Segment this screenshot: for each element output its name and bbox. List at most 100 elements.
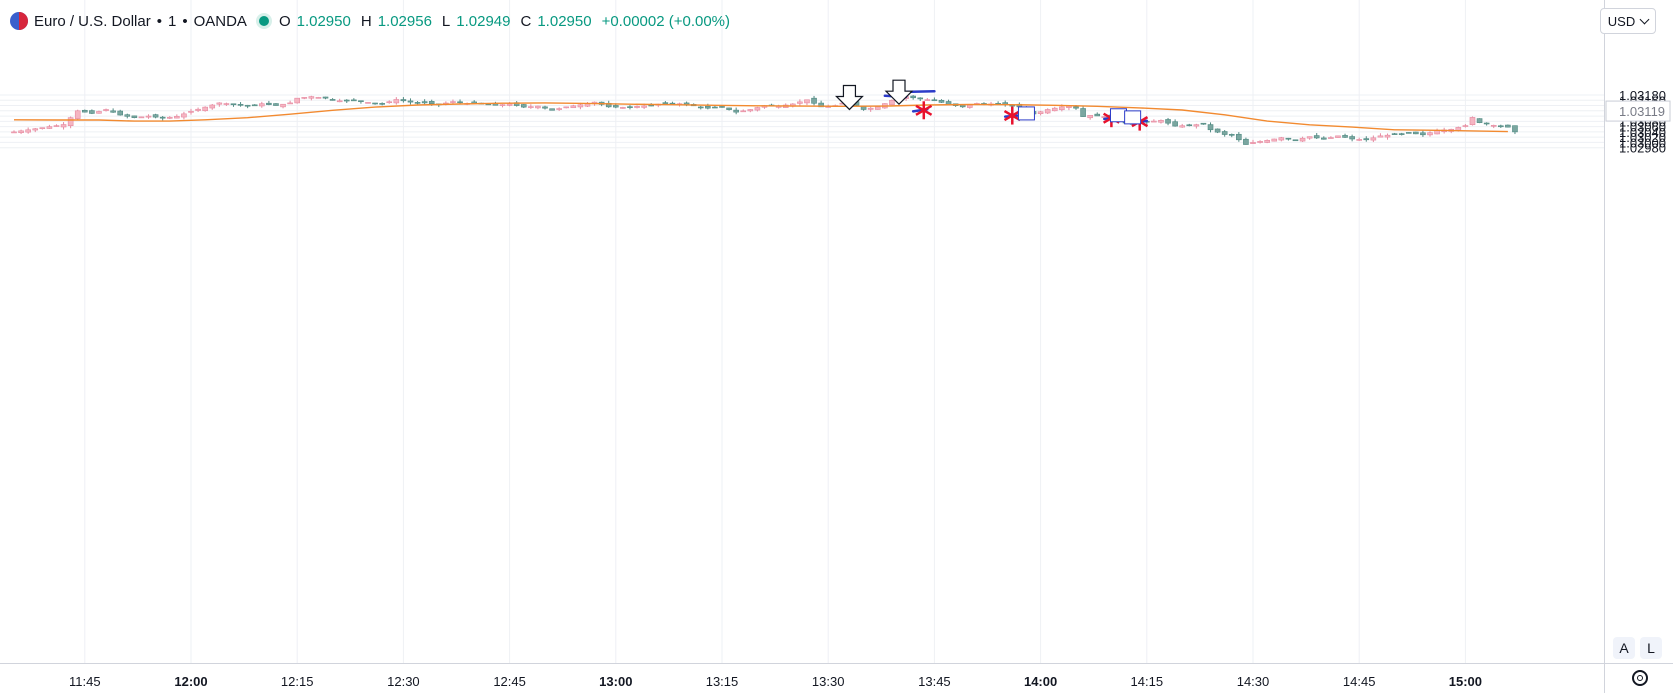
open-label: O — [278, 12, 291, 30]
candle-body — [329, 99, 336, 101]
x-tick-label: 15:00 — [1449, 674, 1482, 689]
candle-body — [804, 99, 810, 104]
candle-body — [407, 100, 414, 103]
candle-body — [1051, 107, 1058, 112]
candle-body — [917, 97, 924, 100]
candle-body — [910, 95, 916, 99]
x-tick-label: 12:30 — [387, 674, 420, 689]
x-tick-label: 12:15 — [281, 674, 314, 689]
candle-body — [82, 109, 88, 113]
candle-body — [1363, 138, 1370, 141]
candle-body — [1101, 116, 1108, 118]
candle-body — [924, 99, 931, 101]
symbol-name[interactable]: Euro / U.S. Dollar — [34, 12, 151, 30]
candle-body — [535, 105, 541, 109]
candle-body — [1434, 130, 1440, 135]
candle-body — [1349, 136, 1355, 140]
x-tick-label: 14:30 — [1237, 674, 1270, 689]
candle-body — [67, 117, 74, 127]
candle-body — [1200, 122, 1207, 125]
candle-body — [1257, 141, 1263, 143]
candle-body — [287, 102, 293, 105]
candle-body — [379, 103, 385, 105]
separator: • — [182, 12, 188, 30]
candle-body — [1179, 125, 1185, 128]
candle-body — [747, 109, 754, 112]
candle-body — [237, 104, 244, 106]
candle-body — [450, 101, 456, 103]
candle-body — [712, 106, 718, 109]
candle-body — [258, 103, 265, 107]
candle-body — [315, 97, 322, 99]
y-tick-label: 1.03180 — [1619, 88, 1666, 103]
candle-body — [811, 97, 817, 104]
last-price-box — [1605, 100, 1671, 122]
candle-body — [244, 104, 251, 107]
candle-body — [577, 104, 584, 108]
currency-label: USD — [1607, 13, 1636, 29]
candle-body — [1321, 137, 1327, 140]
auto-scale-button[interactable]: A — [1613, 637, 1635, 659]
candle-body — [1278, 137, 1285, 141]
candle-body — [209, 104, 216, 109]
candle-body — [195, 108, 201, 111]
candle-body — [726, 107, 732, 110]
last-price-label: 1.03119 — [1619, 104, 1665, 119]
candle-body — [754, 107, 761, 111]
candle-body — [556, 108, 562, 110]
settings-gear-icon[interactable] — [1632, 670, 1648, 686]
candle-body — [280, 103, 286, 108]
candle-body — [1264, 140, 1270, 143]
down-arrow-icon — [834, 84, 864, 111]
candle-body — [1313, 135, 1320, 139]
close-value: 1.02950 — [537, 12, 592, 30]
candle-body — [294, 97, 301, 104]
candle-body — [1398, 133, 1405, 135]
candle-body — [273, 103, 279, 106]
red-star-marker — [1003, 106, 1021, 125]
candle-body — [641, 105, 647, 108]
candle-body — [889, 99, 895, 106]
candle-body — [1087, 114, 1093, 119]
candle-body — [386, 101, 393, 104]
candle-body — [1037, 111, 1044, 114]
candle-body — [1236, 133, 1242, 141]
candle-body — [1285, 137, 1292, 140]
candle-body — [938, 99, 945, 103]
candle-body — [301, 97, 308, 99]
separator: • — [156, 12, 162, 30]
candle-body — [1427, 132, 1433, 136]
candle-body — [230, 103, 237, 106]
candle-body — [110, 110, 116, 113]
currency-selector[interactable]: USD — [1600, 8, 1656, 34]
log-scale-button[interactable]: L — [1640, 637, 1662, 659]
y-tick-label: 1.03020 — [1619, 130, 1666, 145]
candle-body — [351, 99, 357, 102]
open-value: 1.02950 — [296, 12, 351, 30]
candle-body — [733, 109, 739, 113]
candle-body — [421, 101, 428, 104]
candle-body — [365, 102, 371, 104]
box-marker — [1109, 108, 1127, 123]
symbol-header: Euro / U.S. Dollar • 1 • OANDA O 1.02950 … — [10, 10, 734, 32]
candle-body — [931, 99, 938, 102]
candle-body — [1370, 137, 1377, 141]
candle-body — [1221, 131, 1228, 135]
candle-body — [18, 130, 24, 133]
candle-body — [1207, 124, 1214, 131]
candle-body — [103, 109, 109, 111]
candle-body — [1490, 125, 1497, 127]
interval-label[interactable]: 1 — [167, 12, 177, 30]
box-marker — [1017, 106, 1035, 121]
candle-body — [1391, 133, 1398, 135]
box-marker — [1124, 110, 1142, 125]
candle-body — [1306, 136, 1313, 139]
candle-body — [1193, 124, 1200, 127]
candle-body — [39, 127, 46, 129]
candle-body — [506, 103, 513, 106]
candle-body — [60, 124, 67, 128]
candle-body — [1328, 137, 1334, 139]
candle-body — [393, 99, 400, 104]
star-stroke — [1003, 109, 1021, 122]
